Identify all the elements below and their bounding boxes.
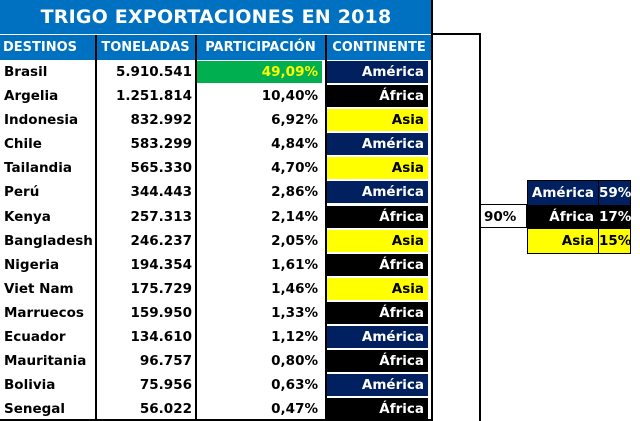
continente-cell: África: [326, 253, 428, 276]
table-row: Viet Nam 175.729 1,46% Asia: [0, 277, 432, 301]
participacion-cell: 1,61%: [271, 256, 318, 273]
bracket-vertical-line: [479, 33, 481, 421]
destino-cell: Viet Nam: [4, 280, 74, 297]
table-row: Mauritania 96.757 0,80% África: [0, 349, 432, 373]
toneladas-cell: 134.610: [130, 329, 193, 346]
destino-cell: Perú: [4, 184, 40, 201]
destino-cell: Kenya: [4, 208, 51, 225]
column-header-destinos: DESTINOS: [0, 35, 95, 60]
participacion-cell: 4,70%: [271, 160, 318, 177]
destino-cell: Indonesia: [4, 112, 79, 129]
destino-cell: Ecuador: [4, 329, 66, 346]
table-row: Perú 344.443 2,86% América: [0, 180, 432, 204]
table-row: Nigeria 194.354 1,61% África: [0, 253, 432, 277]
table-row: Marruecos 159.950 1,33% África: [0, 301, 432, 325]
summary-row: África 17%: [528, 205, 632, 229]
continente-cell: Asia: [326, 157, 428, 180]
table-row: Senegal 56.022 0,47% África: [0, 397, 432, 421]
table-row: Chile 583.299 4,84% América: [0, 132, 432, 156]
continente-cell: Asia: [326, 229, 428, 252]
destino-cell: Nigeria: [4, 256, 60, 273]
table-row: Kenya 257.313 2,14% África: [0, 205, 432, 229]
table-right-border: [431, 0, 433, 421]
participacion-cell: 10,40%: [261, 88, 318, 105]
total-share-box: 90%: [481, 204, 527, 228]
participacion-cell: 0,63%: [271, 377, 318, 394]
participacion-cell: 0,47%: [271, 401, 318, 418]
toneladas-cell: 5.910.541: [115, 64, 192, 80]
toneladas-cell: 56.022: [139, 401, 192, 418]
participacion-cell: 1,46%: [271, 280, 318, 297]
data-table-body: Brasil 5.910.541 49,09% América Argelia 1.251…: [0, 60, 432, 421]
table-title: TRIGO EXPORTACIONES EN 2018: [0, 0, 432, 34]
summary-continente: África: [528, 205, 599, 229]
toneladas-cell: 832.992: [130, 112, 193, 129]
table-bottom-border: [0, 419, 432, 421]
continente-cell: África: [326, 301, 428, 324]
continente-cell: América: [326, 133, 428, 156]
continente-cell: África: [326, 398, 428, 421]
participacion-cell: 0,80%: [271, 353, 318, 370]
destino-cell: Mauritania: [4, 353, 87, 370]
participacion-cell: 49,09%: [196, 61, 322, 83]
summary-share: 59%: [599, 185, 632, 201]
toneladas-cell: 96.757: [139, 353, 192, 370]
continente-cell: Asia: [326, 109, 428, 132]
participacion-cell: 2,14%: [271, 208, 318, 225]
toneladas-cell: 583.299: [130, 136, 193, 153]
participacion-cell: 6,92%: [271, 112, 318, 129]
summary-continente: Asia: [528, 229, 599, 253]
continente-cell: África: [326, 205, 428, 228]
continente-cell: Asia: [326, 277, 428, 300]
column-divider: [95, 35, 97, 421]
summary-row: Asia 15%: [528, 229, 632, 253]
summary-share: 17%: [599, 209, 632, 225]
column-header-continente: CONTINENTE: [326, 35, 432, 60]
toneladas-cell: 75.956: [139, 377, 192, 394]
summary-continente: América: [528, 181, 599, 205]
continente-cell: África: [326, 85, 428, 108]
continente-cell: África: [326, 350, 428, 373]
table-row: Tailandia 565.330 4,70% Asia: [0, 156, 432, 180]
bracket-top-line: [432, 33, 481, 35]
participacion-cell: 1,33%: [271, 304, 318, 321]
continente-cell: América: [326, 374, 428, 397]
toneladas-cell: 344.443: [130, 184, 193, 201]
destino-cell: Brasil: [4, 64, 48, 80]
table-row: Bangladesh 246.237 2,05% Asia: [0, 229, 432, 253]
participacion-cell: 2,86%: [271, 184, 318, 201]
destino-cell: Bangladesh: [4, 232, 93, 249]
toneladas-cell: 175.729: [130, 280, 193, 297]
toneladas-cell: 1.251.814: [115, 88, 192, 105]
toneladas-cell: 257.313: [130, 208, 193, 225]
column-header-toneladas: TONELADAS: [96, 35, 195, 60]
table-row: Bolivia 75.956 0,63% América: [0, 373, 432, 397]
table-row: Ecuador 134.610 1,12% América: [0, 325, 432, 349]
table-row: Brasil 5.910.541 49,09% América: [0, 60, 432, 84]
toneladas-cell: 194.354: [130, 256, 193, 273]
toneladas-cell: 565.330: [130, 160, 193, 177]
destino-cell: Argelia: [4, 88, 59, 105]
summary-row: América 59%: [528, 181, 632, 205]
column-header-participacion: PARTICIPACIÓN: [196, 35, 325, 60]
column-divider: [325, 35, 327, 421]
table-row: Argelia 1.251.814 10,40% África: [0, 84, 432, 108]
continente-cell: América: [326, 61, 428, 83]
toneladas-cell: 246.237: [130, 232, 193, 249]
continente-cell: América: [326, 181, 428, 204]
destino-cell: Tailandia: [4, 160, 72, 177]
toneladas-cell: 159.950: [130, 304, 193, 321]
column-divider: [195, 35, 197, 421]
table-row: Indonesia 832.992 6,92% Asia: [0, 108, 432, 132]
participacion-cell: 4,84%: [271, 136, 318, 153]
summary-share: 15%: [599, 233, 632, 249]
destino-cell: Bolivia: [4, 377, 56, 394]
participacion-cell: 1,12%: [271, 329, 318, 346]
destino-cell: Marruecos: [4, 304, 84, 321]
participacion-cell: 2,05%: [271, 232, 318, 249]
continent-summary-table: América 59% África 17% Asia 15%: [527, 180, 631, 254]
destino-cell: Senegal: [4, 401, 66, 418]
continente-cell: América: [326, 326, 428, 349]
destino-cell: Chile: [4, 136, 42, 153]
